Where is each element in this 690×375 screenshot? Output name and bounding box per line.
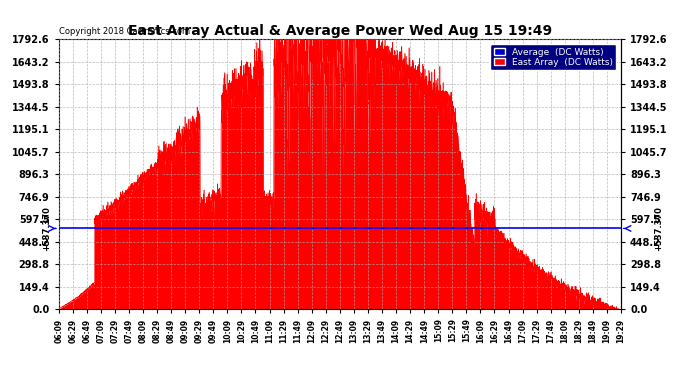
Text: +537.370: +537.370 [654,206,664,251]
Title: East Array Actual & Average Power Wed Aug 15 19:49: East Array Actual & Average Power Wed Au… [128,24,552,38]
Text: +537.370: +537.370 [41,206,51,251]
Legend: Average  (DC Watts), East Array  (DC Watts): Average (DC Watts), East Array (DC Watts… [490,44,616,70]
Text: Copyright 2018 Cartronics.com: Copyright 2018 Cartronics.com [59,27,190,36]
